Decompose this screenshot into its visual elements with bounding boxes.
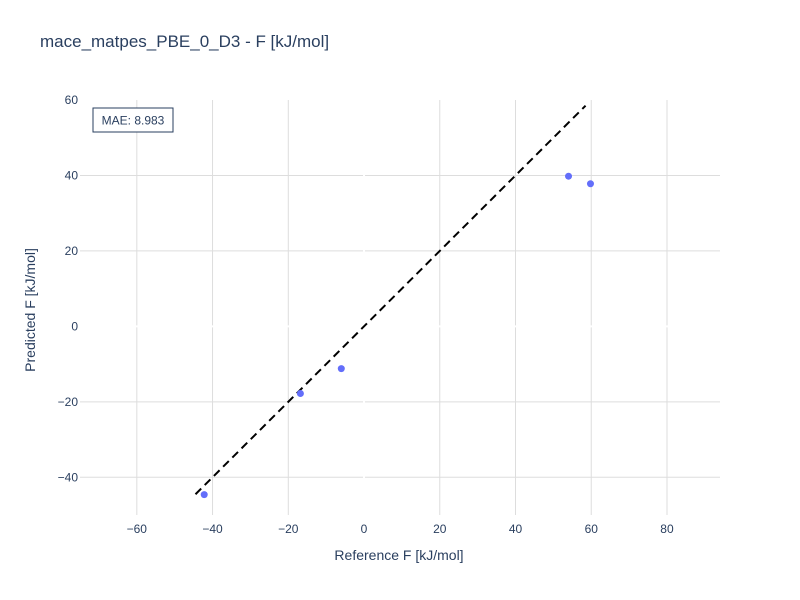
y-axis-title: Predicted F [kJ/mol] xyxy=(22,248,38,372)
x-tick-label: 80 xyxy=(660,522,674,536)
y-tick-label: 40 xyxy=(65,168,79,182)
y-tick-label: −20 xyxy=(58,395,79,409)
x-axis-title: Reference F [kJ/mol] xyxy=(334,547,463,563)
data-point xyxy=(586,180,594,188)
data-point xyxy=(200,491,208,499)
x-tick-label: −20 xyxy=(278,522,299,536)
reference-line xyxy=(194,104,587,495)
mae-annotation: MAE: 8.983 xyxy=(92,107,174,133)
x-tick-label: 0 xyxy=(361,522,368,536)
data-point xyxy=(296,390,304,398)
x-axis-ticks: −60 −40 −20 0 20 40 60 80 xyxy=(127,522,674,536)
mae-text: MAE: 8.983 xyxy=(102,114,165,128)
x-tick-label: 20 xyxy=(433,522,447,536)
y-tick-label: 60 xyxy=(65,93,79,107)
mae-box xyxy=(92,107,174,133)
x-tick-label: 40 xyxy=(509,522,523,536)
grid-lines xyxy=(80,100,720,515)
data-point xyxy=(565,172,573,180)
y-tick-label: 20 xyxy=(65,244,79,258)
chart-title: mace_matpes_PBE_0_D3 - F [kJ/mol] xyxy=(40,32,330,51)
x-tick-label: 60 xyxy=(585,522,599,536)
y-tick-label: −40 xyxy=(58,470,79,484)
data-points xyxy=(200,172,594,499)
x-tick-label: −40 xyxy=(202,522,223,536)
reference-line-group xyxy=(194,104,587,495)
y-axis-ticks: −40 −20 0 20 40 60 xyxy=(58,93,79,484)
y-tick-label: 0 xyxy=(71,319,78,333)
data-point xyxy=(337,365,345,373)
x-tick-label: −60 xyxy=(127,522,148,536)
